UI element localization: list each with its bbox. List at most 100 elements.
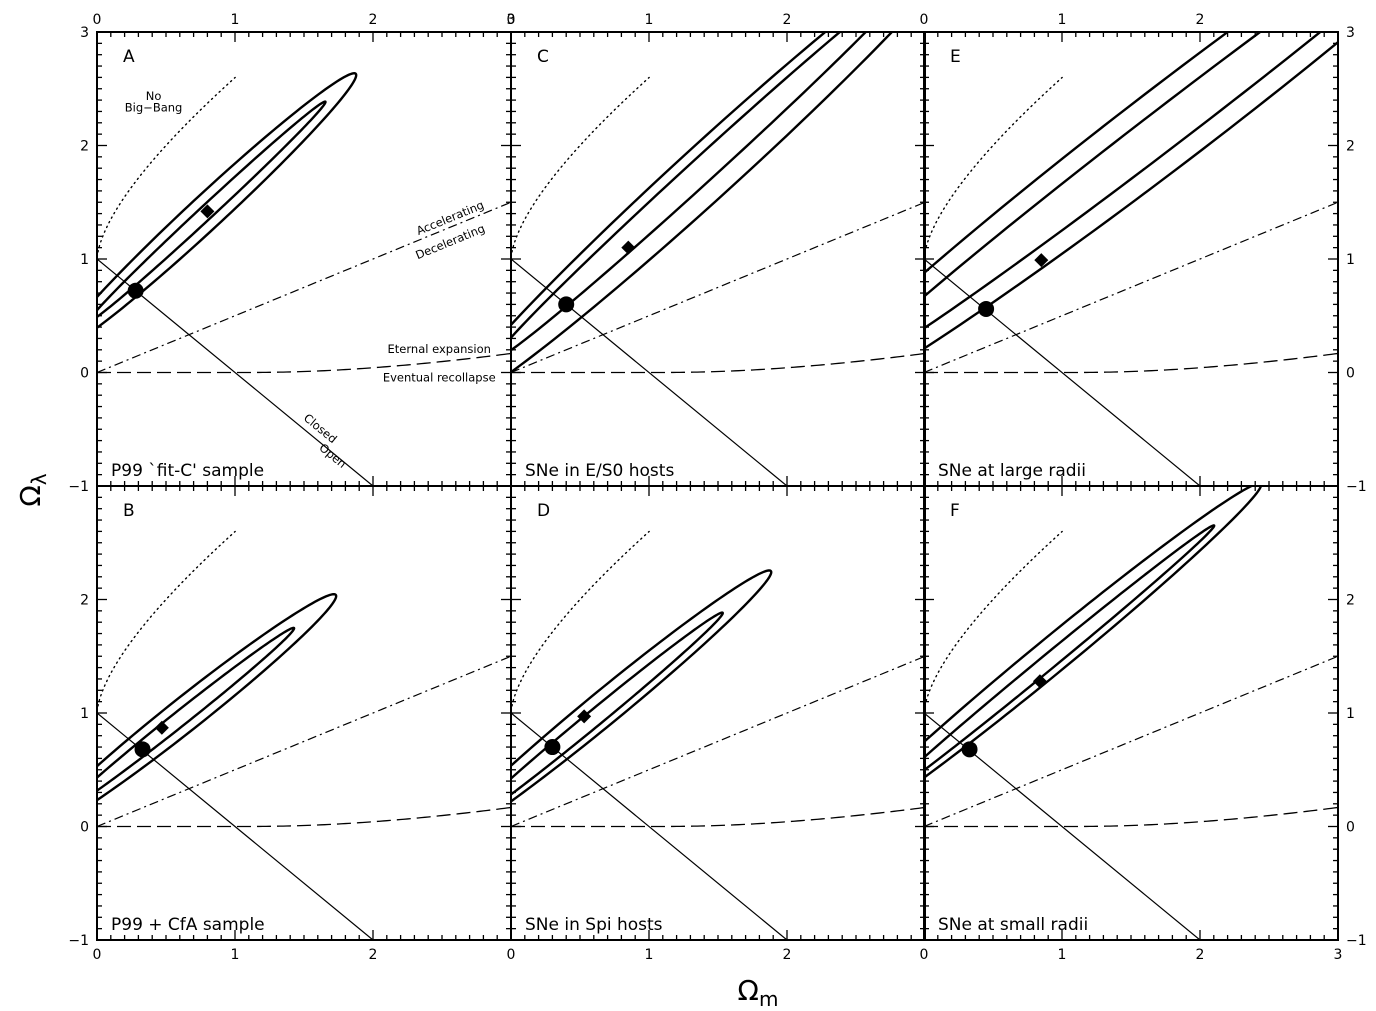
panel-letter: D [537, 501, 550, 521]
confidence-contour-inner [511, 32, 868, 352]
recollapse-curve [511, 352, 925, 374]
y-tick-label-right: −1 [1346, 933, 1367, 949]
confidence-contour-inner [97, 100, 327, 319]
flat-universe-line [511, 258, 788, 486]
y-tick-label-right: 1 [1346, 252, 1355, 268]
confidence-contour-inner [924, 524, 1216, 772]
y-tick-label-right: 2 [1346, 139, 1355, 155]
x-tick-label-top: 1 [1058, 12, 1067, 28]
no-big-bang-label-line1: No [146, 89, 162, 103]
x-axis-title: Ωm [738, 974, 779, 1011]
y-tick-label-right: 3 [1346, 25, 1355, 41]
flat-fit-point [961, 741, 978, 758]
panel-plot-area [511, 32, 925, 486]
x-tick-label-top: 0 [920, 12, 929, 28]
no-big-bang-curve [924, 76, 1063, 258]
panel-frame [923, 485, 1339, 941]
panel-letter: B [123, 501, 135, 521]
acceleration-line [924, 655, 1338, 828]
panel-e: 0 1 2 −1 0 1 2 3 E SNe at large radii [920, 12, 1367, 495]
closed-label: Closed [301, 411, 340, 446]
x-axis-title-subscript: m [759, 987, 778, 1011]
recollapse-curve [97, 352, 511, 374]
y-tick-label-right: −1 [1346, 479, 1367, 495]
panel-d: 0 1 2 D SNe in Spi hosts [507, 485, 926, 963]
best-fit-diamond [1034, 253, 1049, 268]
x-axis-title-main: Ω [738, 974, 759, 1007]
flat-universe-line [97, 258, 374, 486]
recollapse-curve [97, 806, 511, 828]
no-big-bang-curve [97, 76, 236, 258]
x-tick-label-bottom: 2 [369, 947, 378, 963]
flat-fit-point [978, 300, 995, 317]
best-fit-diamond [577, 709, 592, 724]
panel-caption: P99 `fit-C' sample [111, 461, 264, 481]
panel-ticks [510, 31, 926, 487]
acceleration-line [511, 201, 925, 374]
y-tick-label-left: 1 [80, 706, 89, 722]
panel-caption: SNe in E/S0 hosts [525, 461, 674, 481]
best-fit-diamond [154, 720, 169, 735]
confidence-contour-outer [924, 32, 1338, 351]
panel-letter: E [950, 47, 961, 67]
x-tick-label-bottom: 0 [93, 947, 102, 963]
panel-caption: SNe in Spi hosts [525, 915, 663, 935]
x-tick-label-bottom: 1 [645, 947, 654, 963]
confidence-contour-outer [924, 486, 1263, 780]
panel-c: 0 1 2 C SNe in E/S0 hosts [507, 12, 926, 487]
acceleration-line [97, 201, 511, 374]
x-tick-label-top: 0 [93, 12, 102, 28]
panel-ticks [923, 485, 1339, 941]
confidence-contour-inner [511, 611, 724, 796]
x-tick-label-bottom: 0 [920, 947, 929, 963]
no-big-bang-label-line2: Big−Bang [125, 100, 183, 114]
x-tick-label-top: 3 [507, 12, 516, 28]
x-tick-label-top: 2 [1196, 12, 1205, 28]
y-axis-title: Ωλ [14, 473, 51, 506]
x-tick-label-top: 1 [645, 12, 654, 28]
x-tick-label-bottom: 1 [1058, 947, 1067, 963]
acceleration-line [97, 655, 511, 828]
panel-plot-area [97, 530, 511, 940]
panel-ticks [923, 31, 1339, 487]
y-tick-label-left: −1 [68, 933, 89, 949]
y-axis-title-subscript: λ [27, 473, 51, 485]
y-tick-label-left: 2 [80, 139, 89, 155]
acceleration-line [924, 201, 1338, 374]
panel-frame [923, 31, 1339, 487]
confidence-contour-outer [97, 72, 358, 330]
y-tick-label-left: 1 [80, 252, 89, 268]
panel-caption: SNe at large radii [938, 461, 1086, 481]
y-tick-label-left: 2 [80, 593, 89, 609]
panel-plot-area [924, 486, 1338, 940]
confidence-contour-outer [511, 32, 894, 374]
recollapse-curve [511, 806, 925, 828]
panel-caption: SNe at small radii [938, 915, 1088, 935]
panel-plot-area [97, 72, 511, 486]
y-tick-label-left: 0 [80, 820, 89, 836]
confidence-contour-outer [97, 593, 338, 802]
confidence-contour-outer [511, 569, 773, 803]
x-tick-label-top: 0 [507, 12, 516, 28]
x-tick-label-bottom: 0 [507, 947, 516, 963]
x-tick-label-bottom: 3 [1334, 947, 1343, 963]
flat-fit-point [134, 741, 151, 758]
recollapse-curve [924, 352, 1338, 374]
x-tick-label-bottom: 2 [783, 947, 792, 963]
y-tick-label-left: 3 [80, 25, 89, 41]
no-big-bang-curve [97, 530, 236, 712]
no-big-bang-curve [924, 530, 1063, 712]
flat-fit-point [127, 282, 144, 299]
axis-titles: Ωm Ωλ [14, 473, 778, 1011]
x-tick-label-bottom: 2 [1196, 947, 1205, 963]
eternal-expansion-label: Eternal expansion [388, 342, 491, 356]
panel-plot-area [511, 530, 925, 940]
eventual-recollapse-label: Eventual recollapse [383, 371, 496, 385]
acceleration-line [511, 655, 925, 828]
open-label: Open [316, 441, 349, 471]
best-fit-diamond [621, 240, 636, 255]
y-tick-label-left: 0 [80, 366, 89, 382]
